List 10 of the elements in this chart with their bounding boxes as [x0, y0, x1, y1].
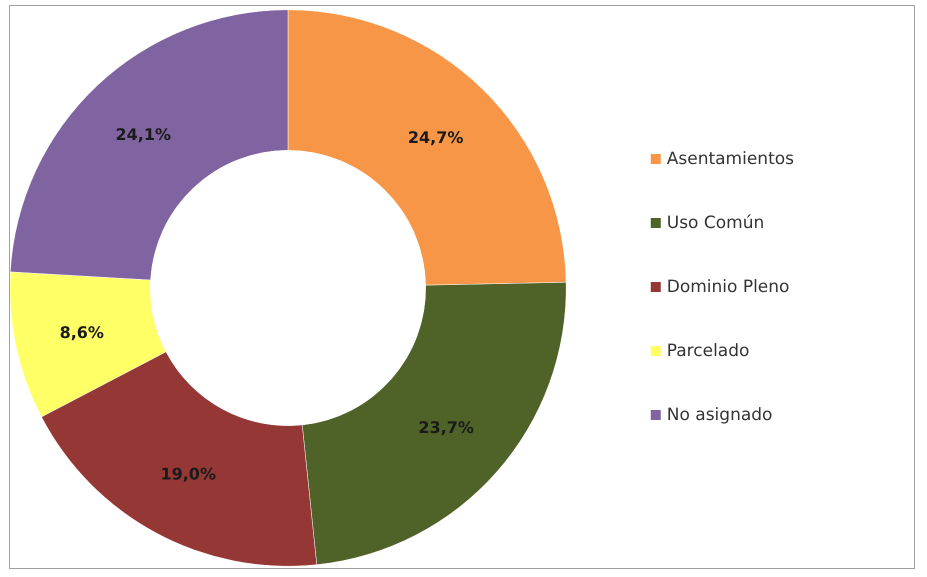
legend-label: Dominio Pleno — [666, 277, 790, 297]
legend-label: Parcelado — [666, 341, 750, 361]
legend-label: Asentamientos — [666, 149, 794, 169]
legend-label: No asignado — [666, 405, 772, 425]
data-label: 19,0% — [160, 464, 216, 484]
data-label: 23,7% — [418, 418, 474, 438]
data-label: 24,7% — [408, 128, 464, 147]
data-label: 24,1% — [115, 125, 171, 144]
data-label: 8,6% — [60, 322, 104, 342]
legend-label: Uso Común — [666, 213, 764, 233]
